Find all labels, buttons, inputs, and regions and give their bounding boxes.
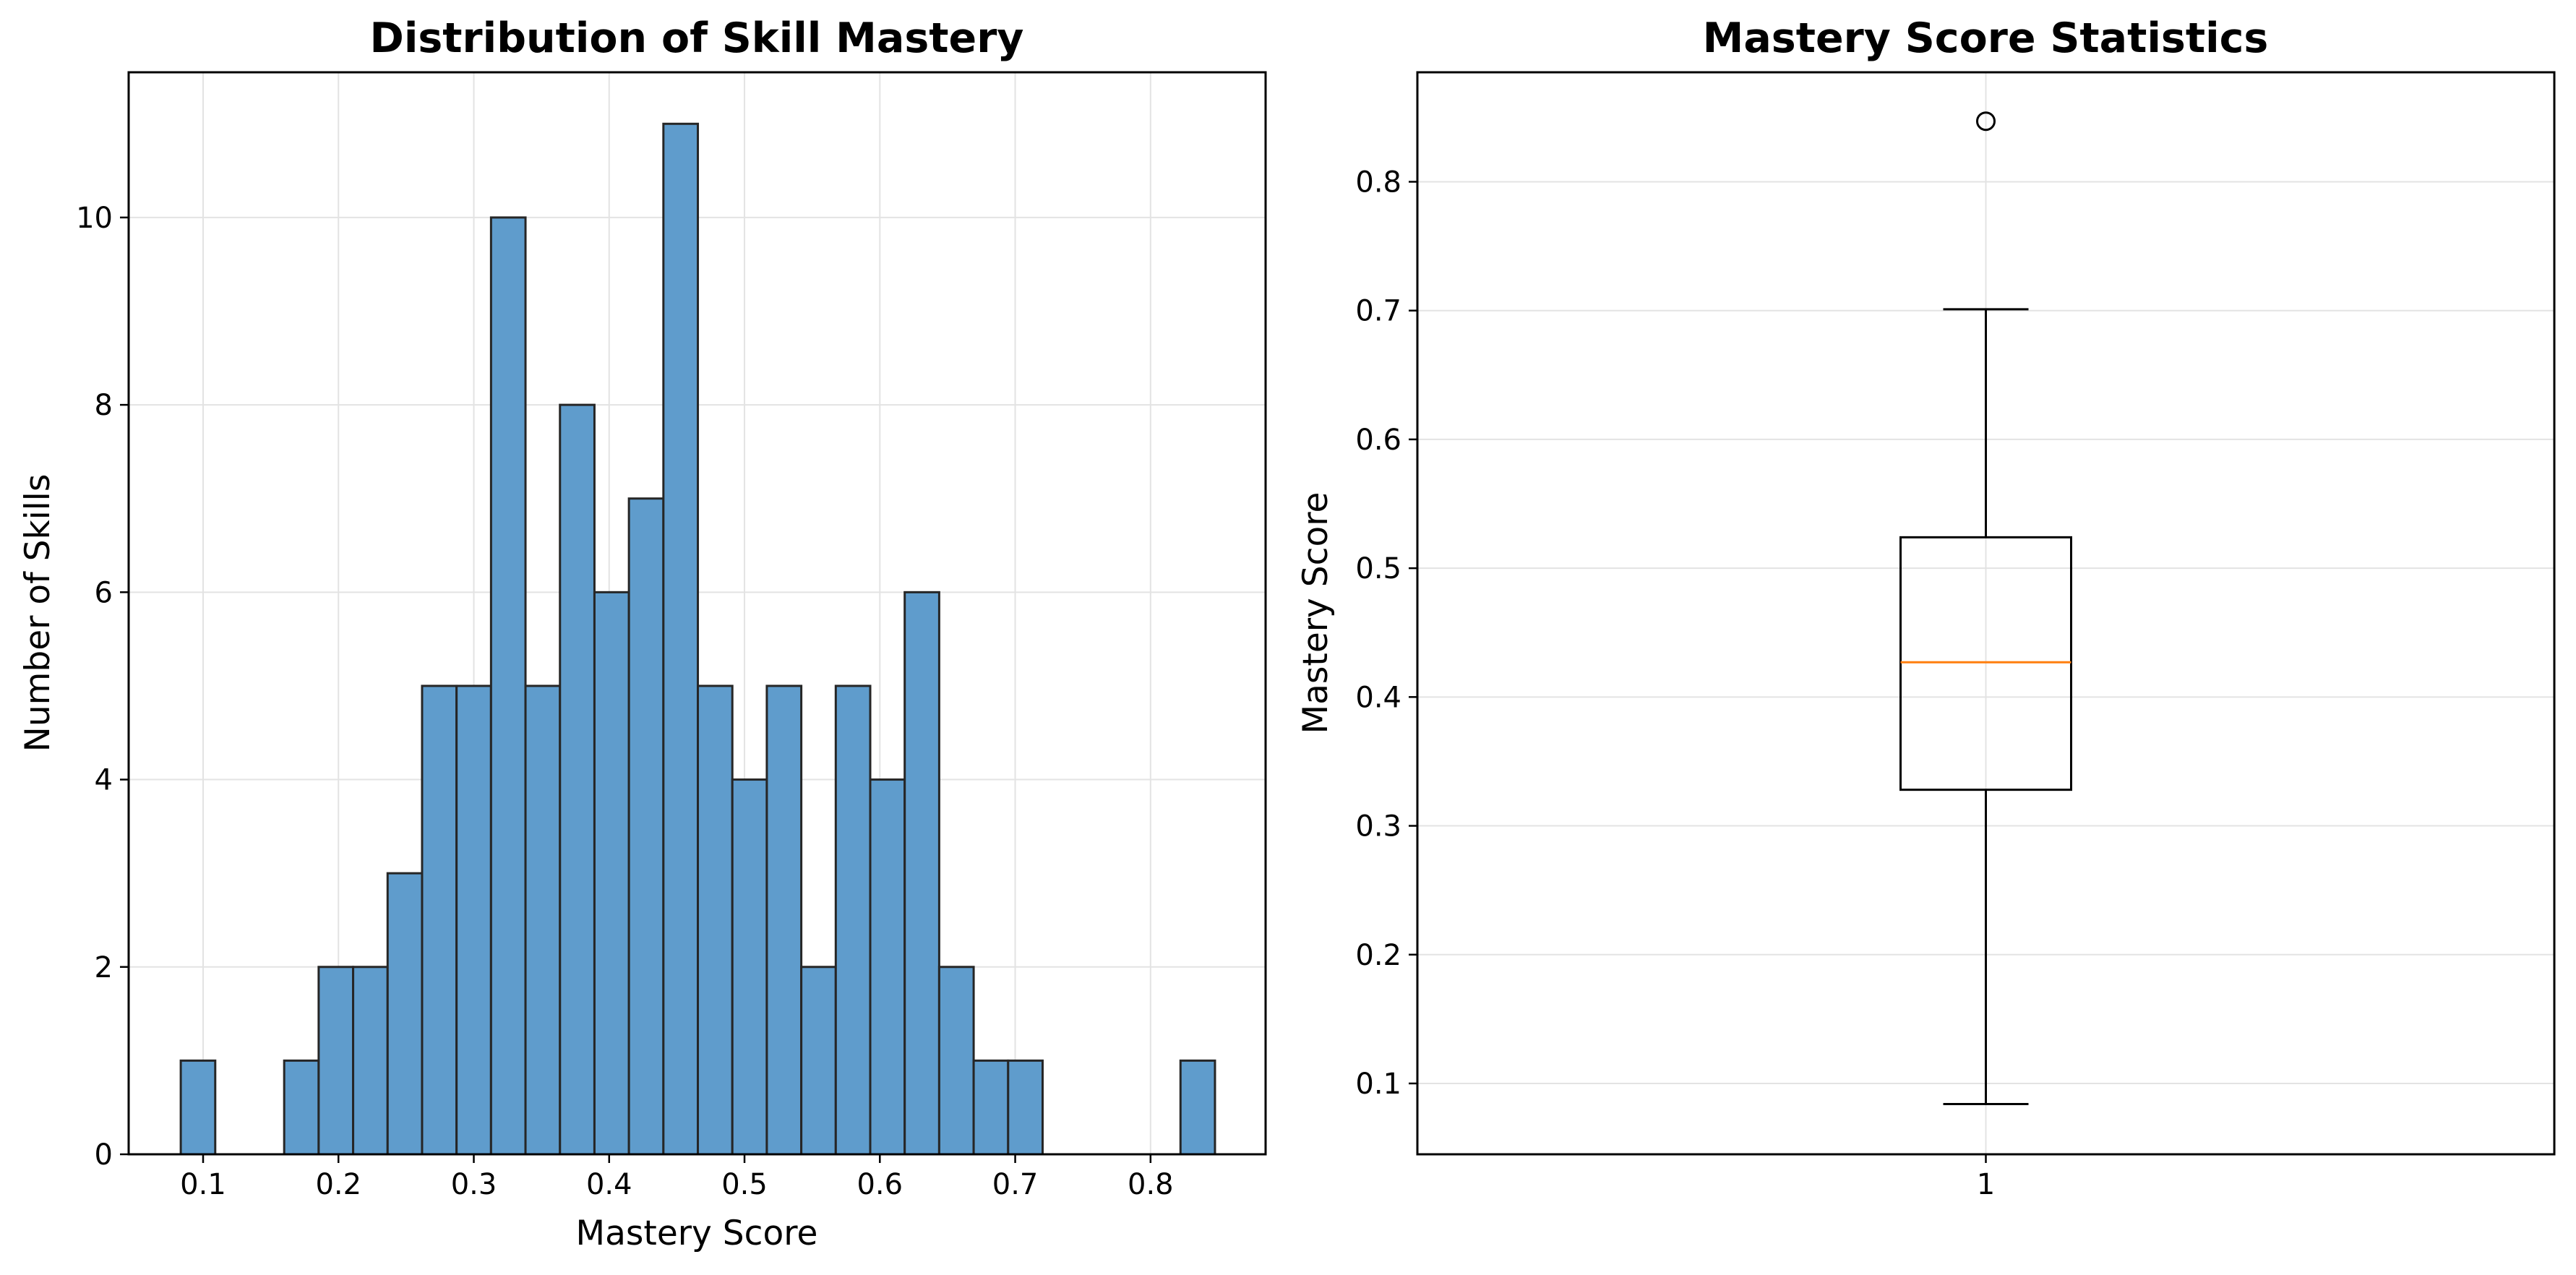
histogram-x-tick-label: 0.5 [721, 1168, 768, 1201]
histogram-bar [731, 778, 768, 1156]
histogram-bar [972, 1059, 1010, 1156]
boxplot-title: Mastery Score Statistics [1703, 14, 2269, 62]
histogram-x-tick-label: 0.3 [451, 1168, 497, 1201]
histogram-y-axis-label: Number of Skills [18, 474, 58, 752]
histogram-bar [937, 966, 975, 1156]
histogram-y-tick-label: 10 [76, 202, 113, 235]
histogram-bar [662, 122, 700, 1156]
histogram-title: Distribution of Skill Mastery [370, 14, 1024, 62]
boxplot-y-tick-label: 0.8 [1355, 166, 1401, 199]
boxplot-marks [1899, 111, 2072, 1105]
histogram-bar [317, 966, 355, 1156]
histogram-x-tick-label: 0.1 [180, 1168, 226, 1201]
histogram-x-tick-label: 0.8 [1128, 1168, 1174, 1201]
boxplot-y-tick-label: 0.1 [1355, 1068, 1401, 1101]
histogram-y-tick-label: 2 [95, 951, 113, 984]
histogram-x-tick-label: 0.6 [856, 1168, 903, 1201]
histogram-axes-frame [127, 71, 1267, 1156]
histogram-x-tick-label: 0.7 [992, 1168, 1039, 1201]
boxplot-y-tick-label: 0.3 [1355, 810, 1401, 843]
histogram-bar [1007, 1059, 1044, 1156]
boxplot-y-tick-label: 0.5 [1355, 552, 1401, 585]
histogram-x-tick-label: 0.2 [315, 1168, 361, 1201]
histogram-bar [421, 684, 458, 1156]
histogram-bar [352, 966, 389, 1156]
histogram-bar [179, 1059, 217, 1156]
boxplot-y-axis-label: Mastery Score [1296, 492, 1336, 734]
boxplot-y-tick-label: 0.6 [1355, 424, 1401, 457]
histogram-bar [489, 216, 527, 1156]
histogram-bar [800, 966, 837, 1156]
histogram-bar [524, 684, 562, 1156]
histogram-bar [627, 497, 665, 1156]
histogram-y-tick-label: 4 [95, 764, 113, 797]
boxplot-panel: 1 0.1 0.2 0.3 0.4 0.5 0.6 0.7 0.8 Mastery Score… [1296, 14, 2556, 1201]
boxplot-x-tick-label: 1 [1977, 1168, 1995, 1201]
histogram-x-ticks: 0.1 0.2 0.3 0.4 0.5 0.6 0.7 0.8 [180, 1154, 1174, 1201]
histogram-bar [869, 778, 906, 1156]
histogram-y-tick-label: 8 [95, 389, 113, 422]
boxplot-axes-frame [1416, 71, 2556, 1156]
histogram-bar [765, 684, 803, 1156]
histogram-bar [559, 403, 596, 1156]
histogram-y-tick-label: 6 [95, 576, 113, 609]
histogram-bars [179, 122, 1216, 1156]
boxplot-y-ticks: 0.1 0.2 0.3 0.4 0.5 0.6 0.7 0.8 [1355, 166, 1417, 1101]
boxplot-x-ticks: 1 [1977, 1154, 1995, 1201]
histogram-bar [455, 684, 492, 1156]
histogram-x-axis-label: Mastery Score [576, 1214, 818, 1253]
histogram-x-tick-label: 0.4 [586, 1168, 632, 1201]
histogram-bar [283, 1059, 320, 1156]
histogram-y-ticks: 0 2 4 6 8 10 [76, 202, 129, 1172]
histogram-bar [386, 872, 424, 1156]
boxplot-y-tick-label: 0.4 [1355, 681, 1401, 714]
histogram-bar [697, 684, 734, 1156]
boxplot-y-tick-label: 0.7 [1355, 295, 1401, 328]
histogram-bar [1179, 1059, 1216, 1156]
histogram-y-tick-label: 0 [95, 1138, 113, 1172]
histogram-bar [903, 591, 940, 1156]
histogram-bar [593, 591, 630, 1156]
boxplot-y-tick-label: 0.2 [1355, 939, 1401, 972]
histogram-bar [834, 684, 872, 1156]
boxplot-box [1899, 536, 2072, 791]
boxplot-outlier [1976, 111, 1996, 132]
histogram-panel: 0.1 0.2 0.3 0.4 0.5 0.6 0.7 0.8 0 2 4 6 8 10 Distrib… [18, 14, 1267, 1253]
